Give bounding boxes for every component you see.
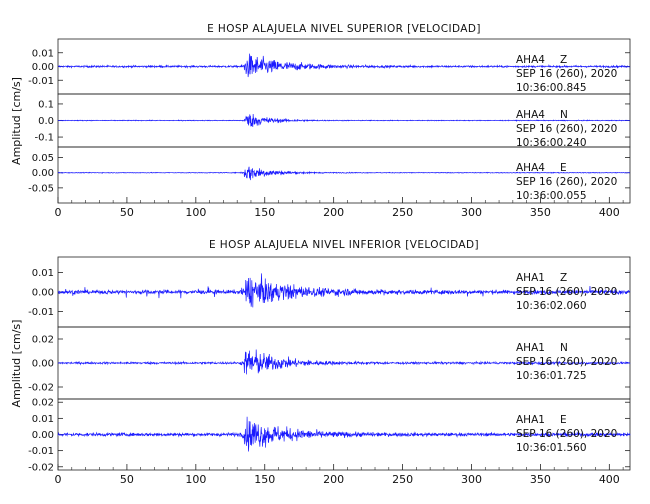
trace-station-label: AHA4 <box>516 109 545 121</box>
seismic-trace-aha4-n <box>57 114 631 127</box>
y-tick-label: 0.0 <box>38 116 54 127</box>
x-tick-label: 400 <box>599 206 620 219</box>
seismic-trace-aha1-n <box>57 349 631 375</box>
x-tick-label: 250 <box>392 473 413 486</box>
trace-date-label: SEP 16 (260), 2020 <box>516 176 617 188</box>
y-tick-label: 0.00 <box>32 62 54 73</box>
trace-time-label: 10:36:00.240 <box>516 137 587 149</box>
y-tick-label: 0.00 <box>32 168 54 179</box>
x-tick-label: 100 <box>185 473 206 486</box>
y-tick-label: -0.01 <box>28 446 54 457</box>
seismic-trace-aha1-e <box>57 416 631 452</box>
y-axis-label: Amplitud [cm/s] <box>10 320 23 408</box>
trace-component-label: N <box>560 342 568 354</box>
trace-station-label: AHA1 <box>516 342 545 354</box>
trace-component-label: Z <box>560 54 567 66</box>
trace-date-label: SEP 16 (260), 2020 <box>516 356 617 368</box>
chart-title: E HOSP ALAJUELA NIVEL SUPERIOR [VELOCIDA… <box>207 23 481 35</box>
y-tick-label: -0.05 <box>28 183 54 194</box>
seismic-trace-aha1-z <box>57 273 631 308</box>
y-tick-label: 0.01 <box>32 414 54 425</box>
x-tick-label: 350 <box>530 206 551 219</box>
y-tick-label: 0.00 <box>32 430 54 441</box>
x-tick-label: 300 <box>461 206 482 219</box>
x-tick-label: 300 <box>461 473 482 486</box>
trace-component-label: N <box>560 109 568 121</box>
x-tick-label: 100 <box>185 206 206 219</box>
y-tick-label: 0.00 <box>32 359 54 370</box>
y-tick-label: 0.01 <box>32 268 54 279</box>
trace-date-label: SEP 16 (260), 2020 <box>516 68 617 80</box>
trace-panel-frame <box>57 146 631 204</box>
y-tick-label: 0.02 <box>32 335 54 346</box>
trace-time-label: 10:36:02.060 <box>516 300 587 312</box>
y-tick-label: -0.01 <box>28 76 54 87</box>
chart-title: E HOSP ALAJUELA NIVEL INFERIOR [VELOCIDA… <box>209 239 479 251</box>
trace-date-label: SEP 16 (260), 2020 <box>516 123 617 135</box>
x-tick-label: 200 <box>323 206 344 219</box>
x-tick-label: 50 <box>120 473 134 486</box>
trace-time-label: 10:36:00.055 <box>516 190 587 202</box>
seismic-trace-aha4-e <box>57 166 631 181</box>
trace-date-label: SEP 16 (260), 2020 <box>516 428 617 440</box>
x-tick-label: 150 <box>254 473 275 486</box>
trace-station-label: AHA1 <box>516 414 545 426</box>
y-axis-label: Amplitud [cm/s] <box>10 77 23 165</box>
x-tick-label: 400 <box>599 473 620 486</box>
y-tick-label: 0.1 <box>38 99 54 110</box>
trace-station-label: AHA1 <box>516 272 545 284</box>
trace-date-label: SEP 16 (260), 2020 <box>516 286 617 298</box>
x-tick-label: 250 <box>392 206 413 219</box>
trace-component-label: Z <box>560 272 567 284</box>
y-tick-label: -0.01 <box>28 307 54 318</box>
y-tick-label: -0.02 <box>28 383 54 394</box>
x-tick-label: 350 <box>530 473 551 486</box>
seismic-trace-aha4-z <box>57 53 631 78</box>
x-tick-label: 150 <box>254 206 275 219</box>
trace-time-label: 10:36:00.845 <box>516 82 587 94</box>
x-tick-label: 200 <box>323 473 344 486</box>
x-tick-label: 50 <box>120 206 134 219</box>
trace-component-label: E <box>560 162 567 174</box>
y-tick-label: -0.02 <box>28 462 54 473</box>
y-tick-label: 0.05 <box>32 153 54 164</box>
trace-time-label: 10:36:01.560 <box>516 442 587 454</box>
trace-station-label: AHA4 <box>516 54 545 66</box>
y-tick-label: 0.00 <box>32 288 54 299</box>
y-tick-label: 0.02 <box>32 398 54 409</box>
trace-station-label: AHA4 <box>516 162 545 174</box>
x-tick-label: 0 <box>55 473 62 486</box>
y-tick-label: -0.1 <box>34 133 54 144</box>
y-tick-label: 0.01 <box>32 48 54 59</box>
x-tick-label: 0 <box>55 206 62 219</box>
trace-time-label: 10:36:01.725 <box>516 370 587 382</box>
trace-component-label: E <box>560 414 567 426</box>
